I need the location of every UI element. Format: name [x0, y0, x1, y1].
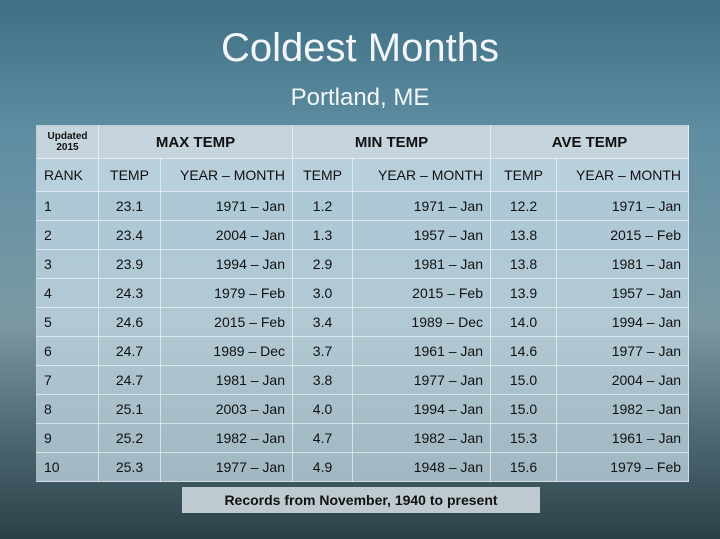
cell: 23.9	[98, 249, 161, 279]
cell: 1971 – Jan	[556, 191, 690, 221]
footer-note: Records from November, 1940 to present	[182, 487, 540, 513]
cell: 7	[36, 365, 99, 395]
cell: 1	[36, 191, 99, 221]
cell: 1979 – Feb	[556, 452, 690, 482]
data-row: 8 25.1 2003 – Jan 4.0 1994 – Jan 15.0 1982 – J…	[36, 394, 690, 424]
cell: 14.0	[490, 307, 558, 337]
cell: 6	[36, 336, 99, 366]
cell: 13.8	[490, 249, 558, 279]
cell: 4.0	[292, 394, 354, 424]
cell: 3.8	[292, 365, 354, 395]
cell: 1971 – Jan	[352, 191, 492, 221]
cell: 2004 – Jan	[159, 220, 294, 250]
column-header: YEAR – MONTH	[352, 158, 492, 192]
subtitle: Portland, ME	[290, 84, 430, 111]
cell: 1957 – Jan	[556, 278, 690, 308]
cell: 25.3	[98, 452, 161, 482]
cell: 13.8	[490, 220, 558, 250]
cell: 1989 – Dec	[159, 336, 294, 366]
title: Coldest Months	[221, 26, 499, 70]
cell: 23.4	[98, 220, 161, 250]
group-header: AVE TEMP	[490, 125, 690, 159]
cell: 1948 – Jan	[352, 452, 492, 482]
cell: 12.2	[490, 191, 558, 221]
cell: 5	[36, 307, 99, 337]
cell: 1979 – Feb	[159, 278, 294, 308]
cell: 8	[36, 394, 99, 424]
records-table: Updated 2015 MAX TEMP MIN TEMP AVE TEMP RANK…	[36, 125, 690, 482]
cell: 4	[36, 278, 99, 308]
cell: 1981 – Jan	[352, 249, 492, 279]
column-header: YEAR – MONTH	[159, 158, 294, 192]
cell: 1981 – Jan	[159, 365, 294, 395]
data-row: 4 24.3 1979 – Feb 3.0 2015 – Feb 13.9 1957 – J…	[36, 278, 690, 308]
cell: 3.0	[292, 278, 354, 308]
column-header: TEMP	[292, 158, 354, 192]
cell: 15.3	[490, 423, 558, 453]
data-row: 7 24.7 1981 – Jan 3.8 1977 – Jan 15.0 2004 – J…	[36, 365, 690, 395]
cell: 24.7	[98, 365, 161, 395]
cell: 2.9	[292, 249, 354, 279]
column-header: RANK	[36, 158, 99, 192]
cell: 14.6	[490, 336, 558, 366]
group-header-row: Updated 2015 MAX TEMP MIN TEMP AVE TEMP	[36, 125, 690, 159]
data-row: 1 23.1 1971 – Jan 1.2 1971 – Jan 12.2 1971 – J…	[36, 191, 690, 221]
data-row: 3 23.9 1994 – Jan 2.9 1981 – Jan 13.8 1981 – J…	[36, 249, 690, 279]
cell: 1977 – Jan	[556, 336, 690, 366]
cell: 13.9	[490, 278, 558, 308]
cell: 1961 – Jan	[556, 423, 690, 453]
cell: 2004 – Jan	[556, 365, 690, 395]
cell: 1961 – Jan	[352, 336, 492, 366]
group-header: MAX TEMP	[97, 125, 294, 159]
column-header: YEAR – MONTH	[556, 158, 690, 192]
cell: 1994 – Jan	[556, 307, 690, 337]
cell: 24.7	[98, 336, 161, 366]
cell: 23.1	[98, 191, 161, 221]
cell: 1982 – Jan	[352, 423, 492, 453]
corner-note: Updated 2015	[36, 125, 99, 159]
cell: 15.6	[490, 452, 558, 482]
data-row: 6 24.7 1989 – Dec 3.7 1961 – Jan 14.6 1977 – J…	[36, 336, 690, 366]
column-header: TEMP	[98, 158, 161, 192]
cell: 1981 – Jan	[556, 249, 690, 279]
cell: 2015 – Feb	[556, 220, 690, 250]
cell: 10	[36, 452, 99, 482]
data-row: 5 24.6 2015 – Feb 3.4 1989 – Dec 14.0 1994 – J…	[36, 307, 690, 337]
cell: 2015 – Feb	[159, 307, 294, 337]
cell: 9	[36, 423, 99, 453]
column-header-row: RANK TEMP YEAR – MONTH TEMP YEAR – MONTH TEMP…	[36, 158, 690, 192]
data-row: 10 25.3 1977 – Jan 4.9 1948 – Jan 15.6 1979 – …	[36, 452, 690, 482]
cell: 15.0	[490, 365, 558, 395]
cell: 3.7	[292, 336, 354, 366]
column-header: TEMP	[490, 158, 558, 192]
cell: 1994 – Jan	[352, 394, 492, 424]
cell: 4.7	[292, 423, 354, 453]
cell: 1982 – Jan	[159, 423, 294, 453]
cell: 3.4	[292, 307, 354, 337]
cell: 1.3	[292, 220, 354, 250]
cell: 2003 – Jan	[159, 394, 294, 424]
cell: 3	[36, 249, 99, 279]
cell: 15.0	[490, 394, 558, 424]
cell: 1977 – Jan	[352, 365, 492, 395]
cell: 24.6	[98, 307, 161, 337]
cell: 24.3	[98, 278, 161, 308]
cell: 25.1	[98, 394, 161, 424]
cell: 25.2	[98, 423, 161, 453]
cell: 1957 – Jan	[352, 220, 492, 250]
cell: 1989 – Dec	[352, 307, 492, 337]
group-header: MIN TEMP	[292, 125, 492, 159]
cell: 1971 – Jan	[159, 191, 294, 221]
cell: 2	[36, 220, 99, 250]
cell: 1977 – Jan	[159, 452, 294, 482]
cell: 1994 – Jan	[159, 249, 294, 279]
data-row: 9 25.2 1982 – Jan 4.7 1982 – Jan 15.3 1961 – J…	[36, 423, 690, 453]
data-row: 2 23.4 2004 – Jan 1.3 1957 – Jan 13.8 2015 – F…	[36, 220, 690, 250]
cell: 1982 – Jan	[556, 394, 690, 424]
cell: 4.9	[292, 452, 354, 482]
cell: 2015 – Feb	[352, 278, 492, 308]
cell: 1.2	[292, 191, 354, 221]
